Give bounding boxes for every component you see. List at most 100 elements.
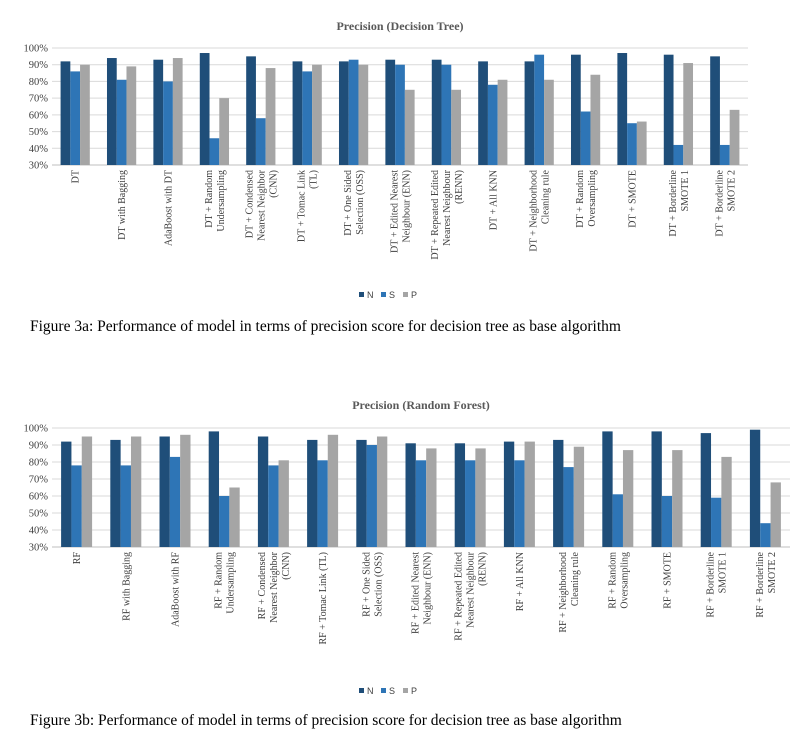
category-label-line: DT + Borderline	[714, 169, 725, 236]
category-label-line: (TL)	[309, 170, 320, 189]
legend-label-p: P	[411, 686, 417, 696]
category-label-line: DT	[71, 170, 82, 183]
legend-swatch-p	[403, 292, 408, 297]
chart-title: Precision (Random Forest)	[352, 398, 490, 412]
bar-s	[348, 59, 359, 166]
category-label-line: AdaBoost with RF	[171, 552, 182, 627]
figure-caption-3a: Figure 3a: Performance of model in terms…	[30, 318, 621, 335]
bar-n	[110, 439, 121, 547]
category-label-line: DT + Random	[204, 170, 215, 228]
bar-p	[497, 79, 508, 165]
bar-s	[71, 465, 82, 547]
bar-p	[573, 446, 585, 547]
chart-precision-decision-tree: Precision (Decision Tree) 30% 40% 50% 60% 70%…	[24, 19, 748, 300]
category-label: DT + SMOTE	[628, 170, 639, 228]
category-label: RF + One SidedSelection (OSS)	[361, 552, 384, 617]
category-label-line: DT + One Sided	[343, 170, 354, 236]
bar-n	[61, 441, 72, 547]
category-label: RF + CondensedNearest Neighbor(CNN)	[257, 551, 292, 622]
bar-s	[580, 111, 591, 165]
bar-p	[721, 456, 732, 547]
category-label-line: DT + Random	[575, 170, 586, 228]
category-label-line: Selection (OSS)	[355, 170, 366, 235]
legend-label-s: S	[389, 290, 395, 300]
y-tick-label: 30%	[29, 161, 49, 172]
category-label: RF + SMOTE	[663, 552, 674, 609]
category-label-line: DT + Neighborhood	[529, 170, 540, 252]
y-tick-label: 40%	[29, 526, 49, 537]
category-label-line: RF + Condensed	[257, 552, 268, 619]
bar-n	[292, 61, 303, 165]
category-label-line: RF + SMOTE	[663, 552, 674, 609]
chart-title: Precision (Decision Tree)	[336, 19, 463, 33]
bar-n	[199, 53, 210, 166]
bar-n	[503, 441, 515, 547]
y-tick-label: 100%	[24, 424, 49, 435]
category-label: DT + BorderlineSMOTE 2	[714, 169, 737, 236]
bar-s	[116, 79, 127, 165]
category-label-line: Oversampling	[587, 170, 598, 227]
bar-s	[219, 496, 230, 547]
bar-p	[590, 74, 601, 165]
bar-p	[770, 482, 781, 547]
bar-n	[385, 59, 396, 166]
category-label-line: RF + Borderline	[755, 551, 766, 617]
bar-s	[209, 138, 220, 165]
bar-p	[265, 68, 276, 165]
bar-n	[663, 54, 674, 165]
y-tick-label: 60%	[29, 492, 49, 503]
category-label-line: RF + One Sided	[361, 552, 372, 617]
bar-p	[622, 450, 634, 547]
category-label-line: RF + Random	[607, 552, 618, 609]
bar-s	[268, 465, 279, 547]
bar-s	[302, 71, 313, 165]
category-label-line: (CNN)	[281, 552, 292, 580]
bar-n	[749, 429, 761, 547]
category-label-line: RF + Neighborhood	[558, 552, 569, 633]
bar-p	[683, 63, 694, 165]
legend-swatch-p	[403, 688, 408, 693]
y-tick-label: 90%	[29, 441, 49, 452]
category-label-line: RF + Edited Nearest	[411, 552, 422, 634]
category-label: DT + All KNN	[488, 170, 499, 230]
legend-swatch-n	[359, 292, 364, 297]
category-label-line: SMOTE 1	[718, 552, 729, 593]
bar-n	[106, 58, 117, 165]
bar-s	[395, 64, 405, 165]
legend-label-p: P	[411, 290, 417, 300]
bar-n	[257, 436, 269, 547]
legend-label-s: S	[389, 686, 395, 696]
figure-caption-3b: Figure 3b: Performance of model in terms…	[30, 712, 622, 729]
bar-n	[153, 59, 164, 166]
bar-p	[729, 109, 740, 165]
category-label: RF + RandomOversampling	[607, 552, 630, 609]
category-label-line: RF + Tomac Link (TL)	[318, 552, 329, 645]
bar-s	[163, 81, 173, 165]
y-tick-label: 90%	[29, 60, 49, 71]
category-label: RF + RandomUndersampling	[214, 552, 237, 614]
category-label: DT + RandomUndersampling	[204, 170, 227, 232]
category-label-line: DT + SMOTE	[628, 170, 639, 228]
category-label-line: DT + Tomac Link	[297, 170, 308, 242]
legend-swatch-s	[381, 292, 386, 297]
bar-p	[229, 487, 240, 547]
bar-s	[169, 456, 181, 547]
category-label-line: DT + Repeated Edited	[430, 170, 441, 260]
bar-s	[673, 144, 684, 165]
bar-n	[570, 54, 581, 165]
bar-n	[338, 61, 349, 165]
bar-n	[524, 61, 535, 165]
bar-p	[327, 434, 339, 547]
legend-label-n: N	[367, 290, 374, 300]
bar-p	[312, 64, 322, 165]
y-tick-label: 50%	[29, 509, 49, 520]
category-label: RF	[72, 552, 83, 565]
category-label: RF + All KNN	[515, 552, 526, 611]
category-label-line: Cleaning rule	[541, 169, 552, 224]
category-label-line: Cleaning rule	[570, 551, 581, 606]
bar-p	[180, 434, 191, 547]
category-label: DT + Repeated EditedNearest Neighbour(RE…	[430, 169, 465, 259]
bar-n	[710, 56, 720, 165]
bar-n	[553, 439, 564, 547]
bar-p	[404, 89, 415, 165]
